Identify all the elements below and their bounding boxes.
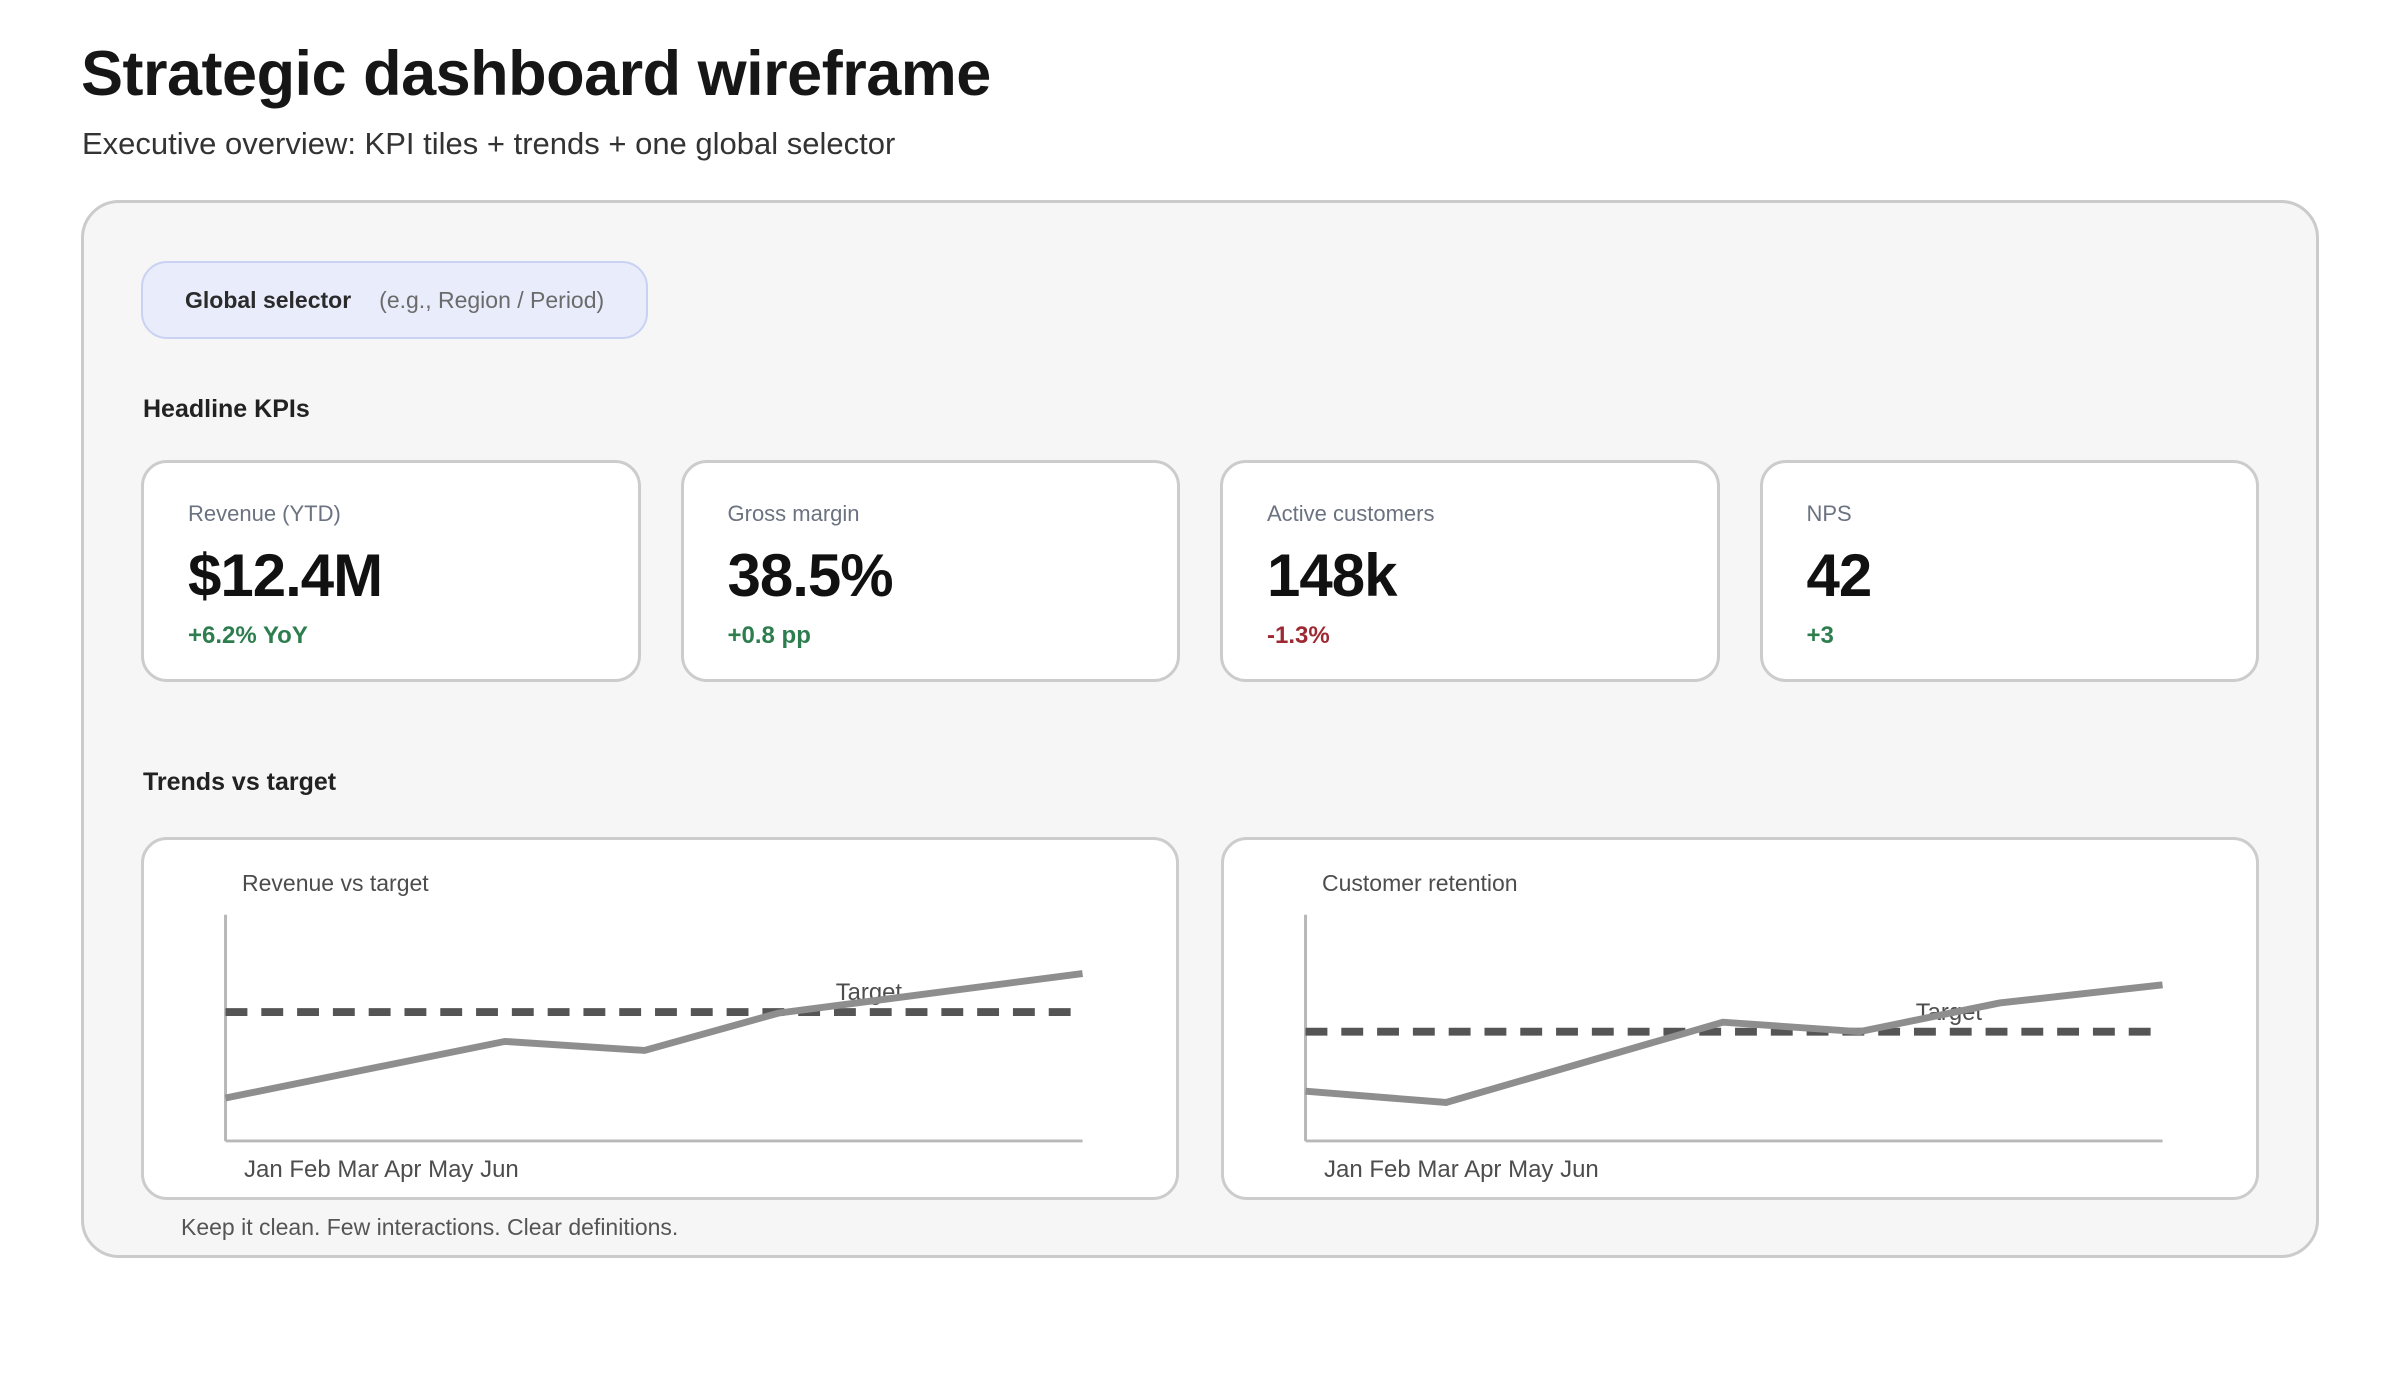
trends-section-heading: Trends vs target [143, 768, 337, 796]
kpi-label: Revenue (YTD) [188, 501, 341, 526]
kpi-value: 42 [1806, 542, 1873, 609]
page-title: Strategic dashboard wireframe [81, 39, 991, 109]
page-subtitle: Executive overview: KPI tiles + trends +… [82, 126, 896, 161]
global-selector-label: Global selector [185, 286, 352, 313]
global-selector[interactable]: Global selector (e.g., Region / Period) [141, 261, 649, 339]
kpi-delta: +3 [1806, 622, 1834, 649]
kpi-label: NPS [1806, 501, 1852, 526]
chart-title: Customer retention [1322, 870, 1518, 896]
global-selector-hint: (e.g., Region / Period) [379, 286, 605, 313]
chart-title: Revenue vs target [242, 870, 429, 896]
kpi-card-nps: NPS 42 +3 [1759, 460, 2259, 682]
kpi-card-revenue: Revenue (YTD) $12.4M +6.2% YoY [141, 460, 641, 682]
chart-card-revenue-vs-target: Revenue vs target Target Jan Feb Mar Apr… [141, 837, 1179, 1200]
chart-card-customer-retention: Customer retention Target Jan Feb Mar Ap… [1221, 837, 2259, 1200]
kpi-value: 38.5% [727, 542, 894, 609]
charts-row: Revenue vs target Target Jan Feb Mar Apr… [141, 837, 2259, 1200]
kpi-label: Active customers [1267, 501, 1435, 526]
line-chart: Target [1304, 914, 2163, 1143]
line-chart: Target [224, 914, 1083, 1143]
kpis-section-heading: Headline KPIs [143, 395, 310, 423]
kpi-delta: -1.3% [1267, 622, 1330, 649]
kpi-row: Revenue (YTD) $12.4M +6.2% YoY Gross mar… [141, 460, 2259, 682]
footer-note: Keep it clean. Few interactions. Clear d… [181, 1214, 679, 1240]
kpi-delta: +0.8 pp [727, 622, 811, 649]
x-axis-labels: Jan Feb Mar Apr May Jun [244, 1156, 519, 1183]
dashboard-panel: Global selector (e.g., Region / Period) … [81, 200, 2319, 1258]
kpi-value: $12.4M [188, 542, 383, 609]
kpi-value: 148k [1267, 542, 1397, 609]
kpi-delta: +6.2% YoY [188, 622, 308, 649]
kpi-card-active-customers: Active customers 148k -1.3% [1220, 460, 1720, 682]
kpi-card-gross-margin: Gross margin 38.5% +0.8 pp [680, 460, 1180, 682]
kpi-label: Gross margin [727, 501, 860, 526]
x-axis-labels: Jan Feb Mar Apr May Jun [1324, 1156, 1599, 1183]
